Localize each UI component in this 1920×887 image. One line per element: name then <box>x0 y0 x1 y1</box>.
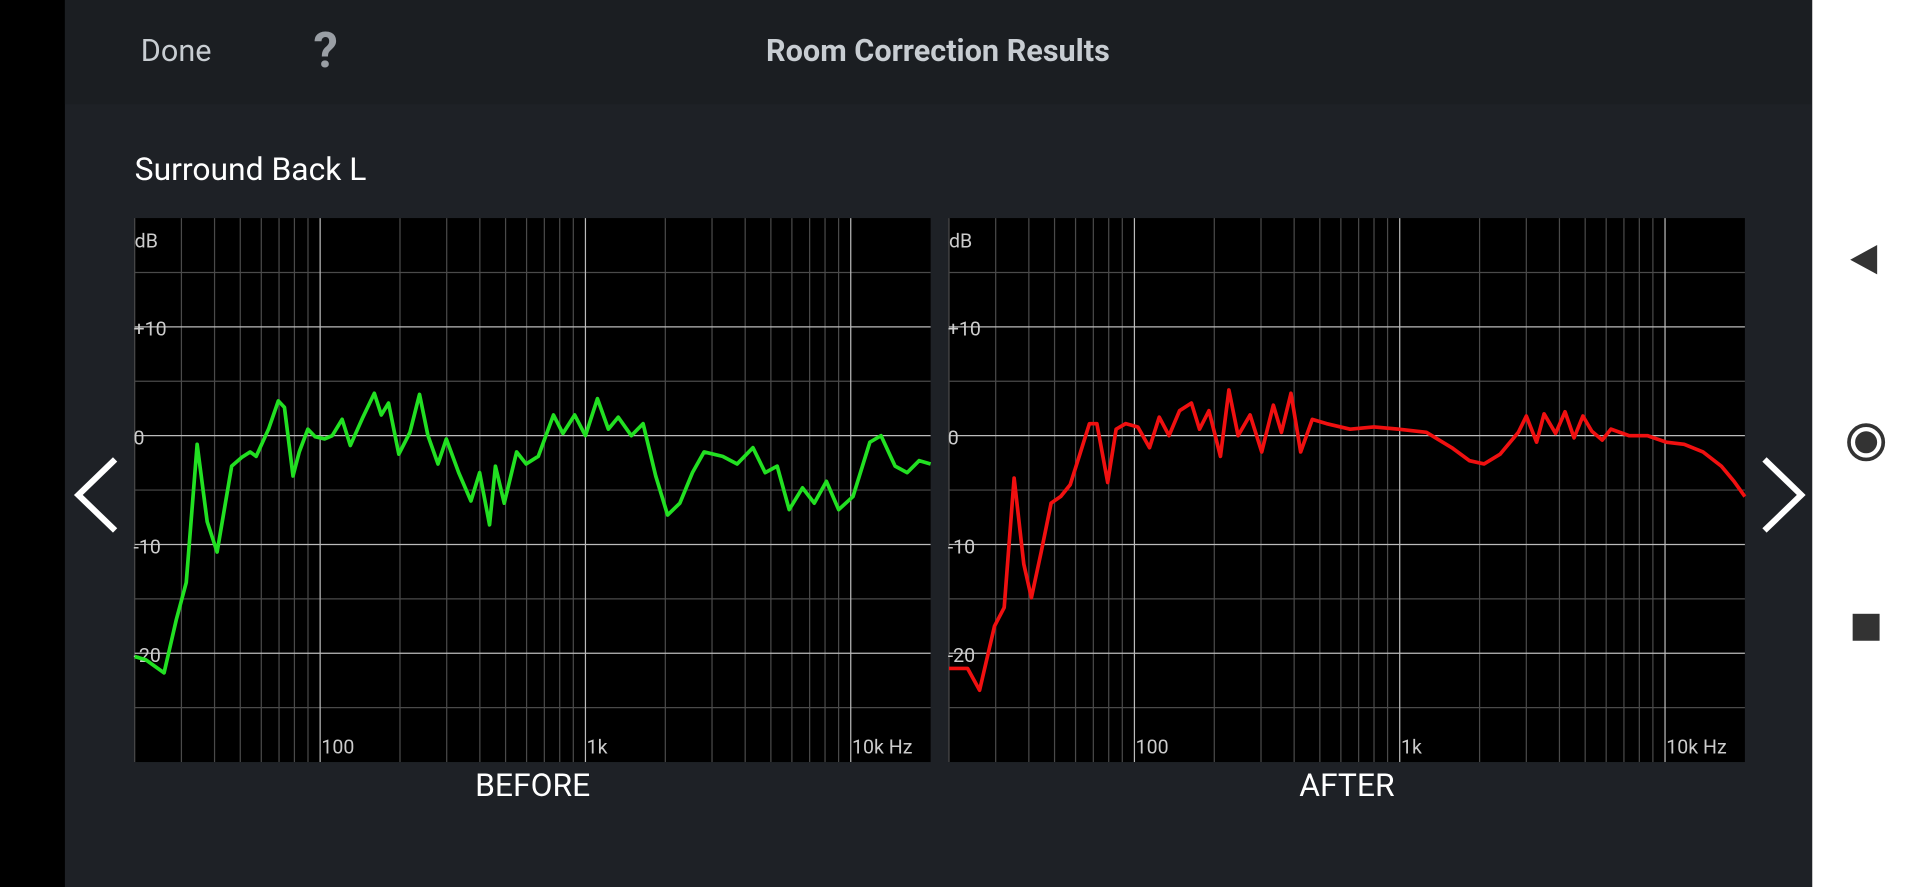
y-tick-label: -10 <box>133 535 160 558</box>
x-tick-label: 10k Hz <box>1666 736 1727 759</box>
screen-title: Room Correction Results <box>766 34 1110 69</box>
y-tick-label: +10 <box>133 318 166 341</box>
response-curve <box>134 391 932 675</box>
left-strip <box>0 0 65 887</box>
y-tick-label: 0 <box>133 427 144 450</box>
x-tick-label: 100 <box>1136 736 1169 759</box>
nav-back[interactable] <box>1850 245 1878 275</box>
nav-recents[interactable] <box>1852 613 1880 641</box>
response-curve <box>948 388 1747 693</box>
y-unit-label: dB <box>949 230 972 253</box>
y-tick-label: -20 <box>133 644 160 667</box>
x-tick-label: 100 <box>321 736 354 759</box>
prev-arrow[interactable] <box>73 457 118 533</box>
y-tick-label: -20 <box>948 644 975 667</box>
y-tick-label: +10 <box>948 318 981 341</box>
y-tick-label: -10 <box>948 535 975 558</box>
chart-caption: AFTER <box>1299 766 1395 804</box>
x-tick-label: 1k <box>587 736 608 759</box>
help-button[interactable]: ? <box>314 22 338 79</box>
next-arrow[interactable] <box>1762 457 1806 533</box>
x-tick-label: 10k Hz <box>852 736 913 759</box>
y-tick-label: 0 <box>948 427 959 450</box>
nav-home[interactable] <box>1847 423 1886 462</box>
header-bar <box>64 0 1813 105</box>
done-button[interactable]: Done <box>141 34 212 69</box>
chart-caption: BEFORE <box>475 766 590 804</box>
x-tick-label: 1k <box>1401 736 1422 759</box>
nav-home-dot <box>1855 431 1878 454</box>
y-unit-label: dB <box>135 230 158 253</box>
speaker-name: Surround Back L <box>135 150 367 188</box>
